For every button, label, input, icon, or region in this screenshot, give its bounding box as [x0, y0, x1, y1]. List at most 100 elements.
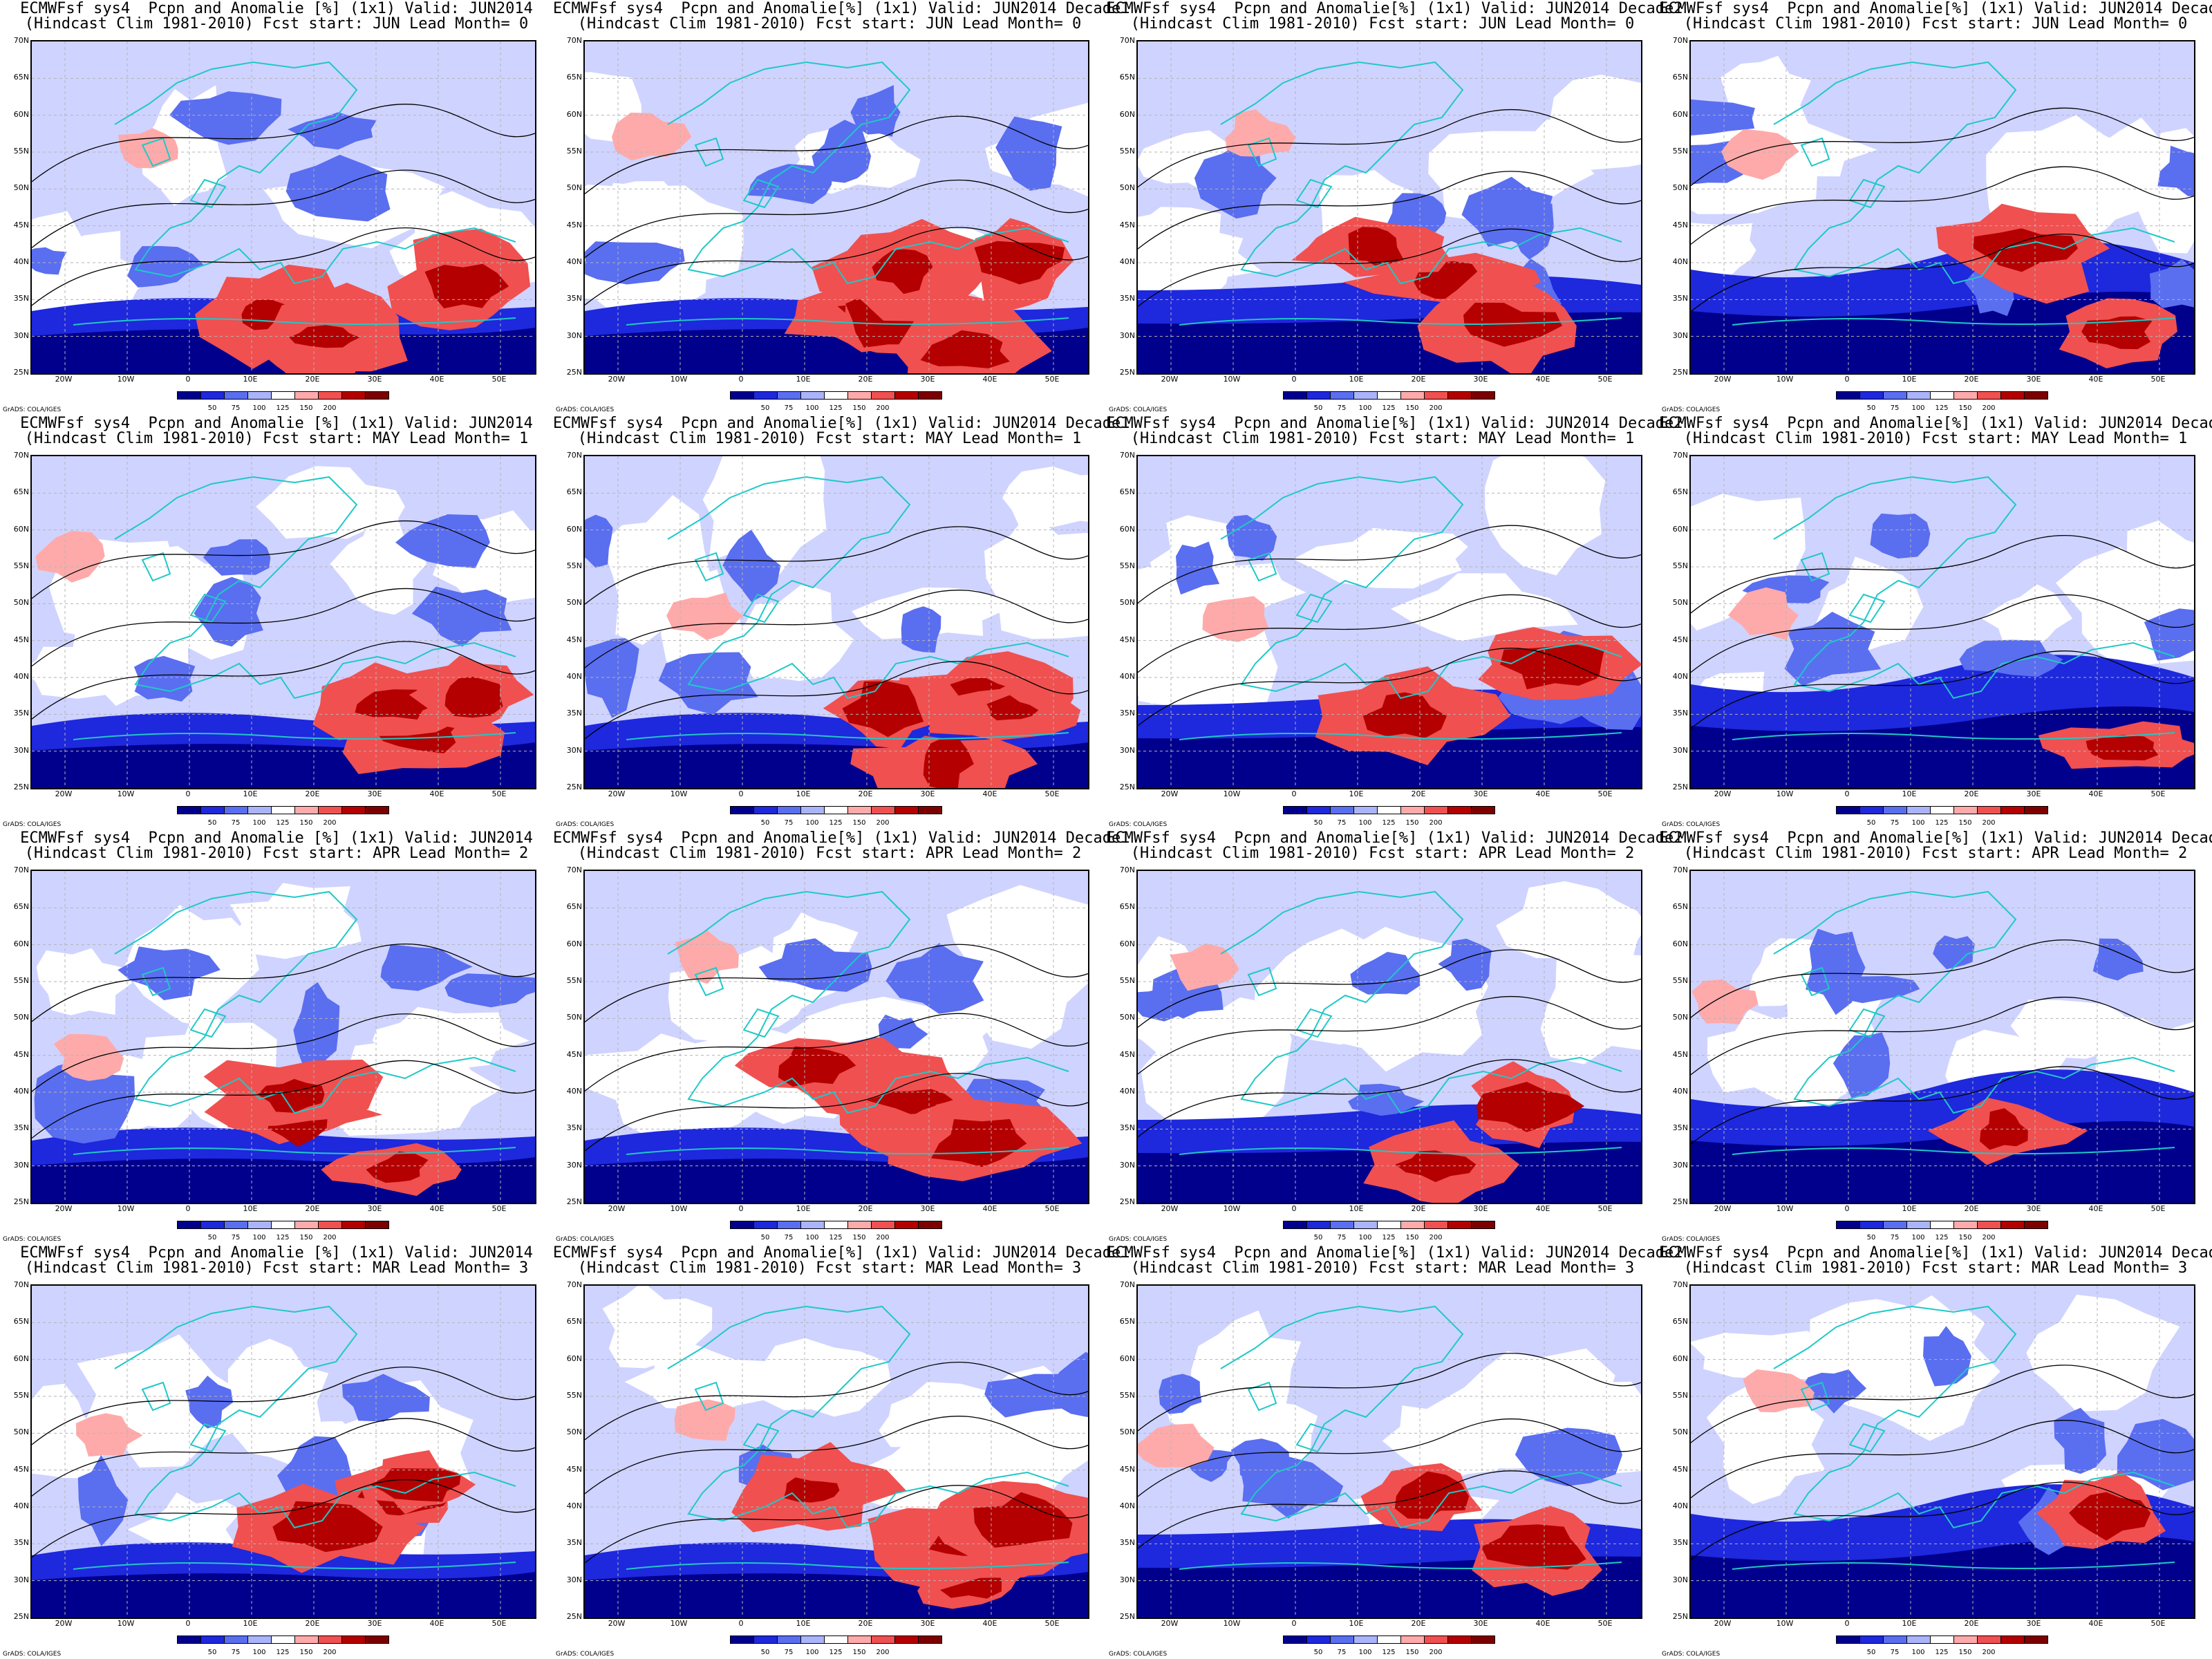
latitude-label: 45N [566, 1464, 582, 1474]
colorbar-segment [224, 1635, 248, 1644]
wet-anomaly-area [658, 652, 758, 715]
colorbar-segment [2000, 1221, 2025, 1229]
colorbar-tick-label: 200 [1982, 819, 1996, 827]
colorbar-segment [753, 391, 778, 400]
panel-subtitle: (Hindcast Clim 1981-2010) Fcst start: MA… [577, 1259, 1082, 1277]
latitude-label: 65N [1119, 73, 1135, 82]
latitude-label: 30N [1672, 745, 1688, 755]
longitude-label: 50E [1597, 375, 1613, 384]
colorbar-tick-label: 125 [1382, 404, 1396, 412]
slight-dry-anomaly-area [1170, 943, 1239, 991]
neutral-anomaly-area [1706, 1383, 1826, 1504]
colorbar-segment [247, 391, 272, 400]
map-canvas [585, 41, 1088, 373]
slight-dry-anomaly-area [612, 112, 692, 161]
climatology-contour [1691, 166, 2194, 245]
longitude-label: 20W [608, 1619, 626, 1628]
colorbar-segment [200, 806, 225, 814]
colorbar-segment [1471, 1635, 1495, 1644]
grads-credit: GrADS: COLA/IGES [556, 1651, 615, 1658]
colorbar-segment [294, 1635, 319, 1644]
strong-dry-anomaly-area [974, 241, 1065, 285]
colorbar-tick-label: 100 [1911, 1649, 1925, 1656]
longitude-label: 10W [1776, 789, 1794, 798]
climatology-contour [585, 1362, 1088, 1441]
climatology-contour [32, 1418, 535, 1497]
longitude-label: 0 [1844, 1204, 1850, 1213]
colorbar-tick-label: 75 [1890, 1649, 1900, 1656]
panel-title: ECMWFsf sys4 Pcpn and Anomalie[%] (1x1) … [553, 830, 1130, 847]
panel-subtitle: (Hindcast Clim 1981-2010) Fcst start: MA… [1130, 1259, 1635, 1277]
coastline [667, 476, 1069, 700]
colorbar-segment [1930, 391, 1954, 400]
colorbar-tick-label: 100 [252, 1649, 266, 1656]
map-panel: ECMWFsf sys4 Pcpn and Anomalie[%] (1x1) … [1659, 0, 2212, 415]
longitude-label: 30E [920, 375, 935, 384]
colorbar-segment [777, 391, 801, 400]
latitude-label: 55N [566, 1391, 582, 1400]
anomaly-map [30, 455, 536, 789]
colorbar-segment [753, 806, 778, 814]
longitude-label: 50E [1597, 789, 1613, 798]
longitude-label: 10W [1223, 789, 1241, 798]
latitude-label: 25N [1119, 368, 1135, 377]
colorbar-segment [847, 806, 872, 814]
latitude-label: 35N [13, 709, 29, 718]
climatology-contour [32, 1367, 535, 1445]
climatology-contour [32, 227, 535, 306]
latitude-label: 35N [1672, 1123, 1688, 1133]
latitude-label: 50N [1672, 1427, 1688, 1437]
latitude-label: 35N [1672, 709, 1688, 718]
latitude-label: 50N [1119, 598, 1135, 608]
strong-dry-anomaly-area [778, 1046, 856, 1087]
colorbar-segment [1330, 1221, 1354, 1229]
latitude-label: 65N [13, 1317, 29, 1327]
panel-subtitle: (Hindcast Clim 1981-2010) Fcst start: MA… [577, 430, 1082, 447]
panel-title: ECMWFsf sys4 Pcpn and Anomalie [%] (1x1)… [20, 0, 533, 17]
colorbar-segment [1859, 806, 1884, 814]
latitude-label: 65N [1119, 487, 1135, 497]
colorbar-segment [318, 1635, 342, 1644]
colorbar-segment [294, 391, 319, 400]
wet-anomaly-area [293, 982, 340, 1071]
longitude-label: 20E [858, 1204, 873, 1213]
latitude-label: 55N [566, 147, 582, 156]
grads-credit: GrADS: COLA/IGES [556, 821, 615, 828]
colorbar-segment [1353, 1635, 1378, 1644]
longitude-label: 0 [185, 375, 191, 384]
neutral-anomaly-area [1254, 928, 1401, 1045]
colorbar-tick-label: 200 [876, 819, 890, 827]
colorbar-tick-label: 125 [829, 819, 843, 827]
colorbar-segment [1424, 1221, 1448, 1229]
anomaly-map [1689, 40, 2195, 375]
latitude-label: 65N [13, 902, 29, 912]
neutral-anomaly-area [1390, 573, 1578, 641]
longitude-label: 10W [670, 1619, 688, 1628]
grads-credit: GrADS: COLA/IGES [556, 1236, 615, 1243]
longitude-label: 20E [305, 1204, 320, 1213]
colorbar-tick-label: 150 [852, 404, 866, 412]
longitude-label: 0 [1291, 789, 1297, 798]
colorbar-segment [1283, 1221, 1307, 1229]
latitude-label: 50N [1672, 1013, 1688, 1022]
colorbar-segment [1283, 1635, 1307, 1644]
longitude-label: 20W [1714, 1619, 1732, 1628]
colorbar-tick-label: 125 [276, 1234, 290, 1241]
slight-dry-anomaly-area [35, 531, 105, 583]
longitude-label: 40E [982, 1204, 997, 1213]
coastline [667, 61, 1069, 285]
colorbar-segment [1330, 1635, 1354, 1644]
colorbar-segment [1283, 391, 1307, 400]
panel-title: ECMWFsf sys4 Pcpn and Anomalie[%] (1x1) … [1106, 830, 1683, 847]
colorbar-tick-label: 75 [784, 1234, 794, 1241]
longitude-label: 0 [1844, 1619, 1850, 1628]
longitude-label: 10W [1776, 375, 1794, 384]
colorbar-segment [1836, 1221, 1860, 1229]
strong-dry-anomaly-area [2086, 735, 2159, 760]
wet-anomaly-area [995, 116, 1062, 191]
colorbar-tick-label: 50 [1313, 404, 1323, 412]
longitude-label: 20E [1964, 1204, 1979, 1213]
longitude-label: 40E [429, 1204, 444, 1213]
panel-subtitle: (Hindcast Clim 1981-2010) Fcst start: JU… [1683, 15, 2188, 32]
colorbar-tick-label: 200 [1429, 404, 1443, 412]
